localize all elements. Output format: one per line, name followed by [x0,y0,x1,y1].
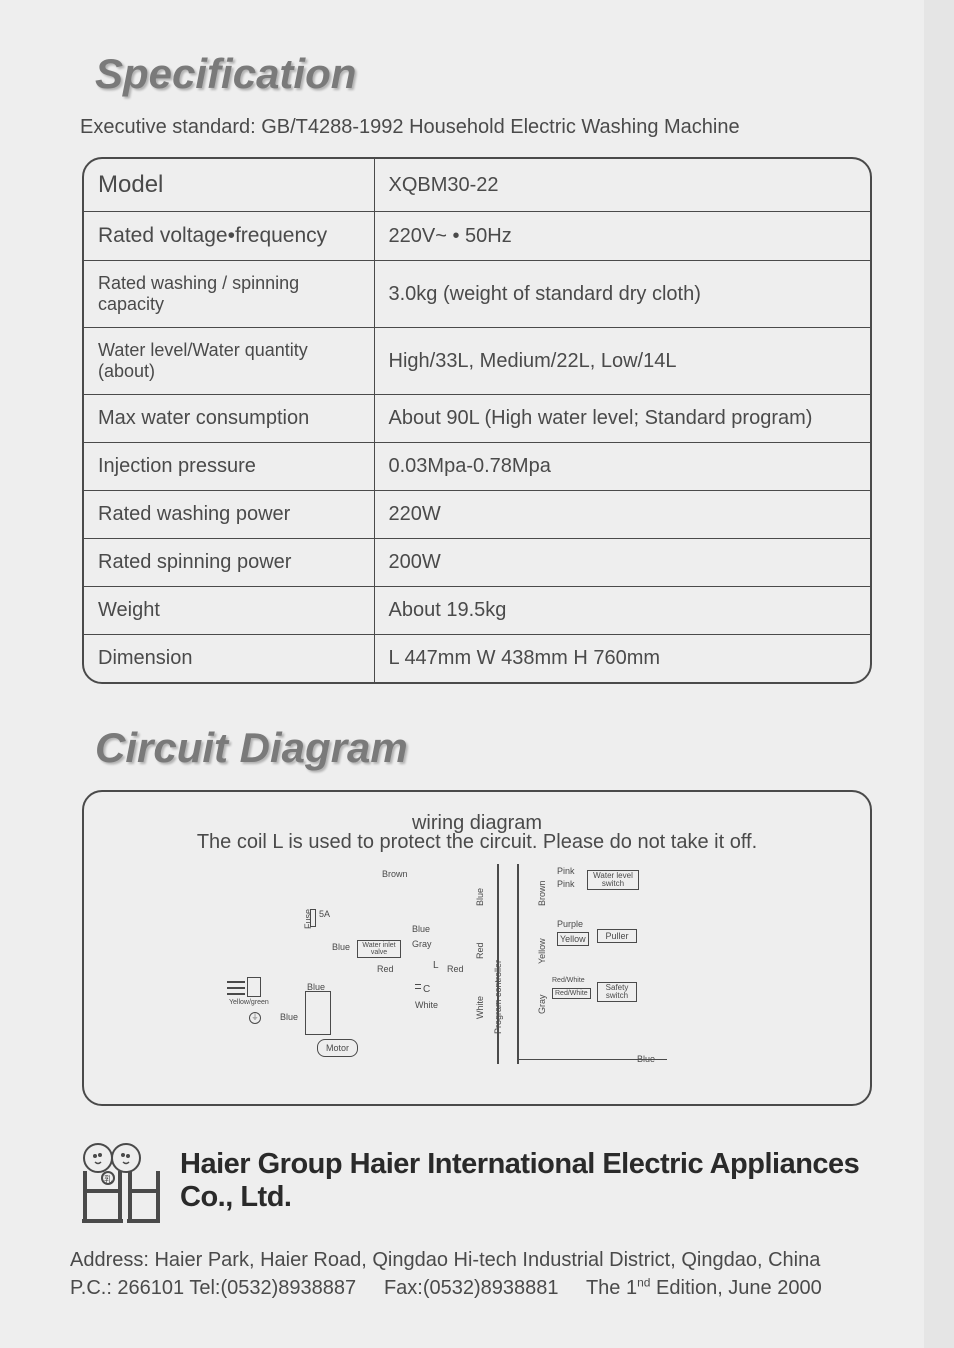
spec-label: Injection pressure [84,443,374,491]
haier-logo-icon: 乳 [70,1136,160,1226]
spec-value: 200W [374,539,870,587]
spec-label: Max water consumption [84,395,374,443]
spec-value: L 447mm W 438mm H 760mm [374,635,870,683]
spec-label: Model [84,159,374,212]
circuit-diagram-heading: Circuit Diagram [95,724,894,772]
specification-heading: Specification [95,50,894,98]
spec-value: 3.0kg (weight of standard dry cloth) [374,261,870,328]
spec-value: About 19.5kg [374,587,870,635]
spec-label: Rated washing power [84,491,374,539]
svg-text:乳: 乳 [104,1174,112,1184]
wiring-diagram: Program controller Brown Blue Brown Pink… [217,864,737,1084]
company-name: Haier Group Haier International Electric… [180,1148,894,1214]
spec-label: Weight [84,587,374,635]
spec-label: Rated voltage•frequency [84,212,374,261]
address-line-1: Address: Haier Park, Haier Road, Qingdao… [70,1246,894,1274]
specification-table: ModelXQBM30-22Rated voltage•frequency220… [82,157,872,684]
spec-label: Rated spinning power [84,539,374,587]
coil-note: The coil L is used to protect the circui… [104,831,850,854]
address-block: Address: Haier Park, Haier Road, Qingdao… [70,1246,894,1302]
executive-standard-text: Executive standard: GB/T4288-1992 Househ… [80,116,894,139]
spec-value: 220V~ • 50Hz [374,212,870,261]
spec-label: Water level/Water quantity (about) [84,328,374,395]
spec-label: Dimension [84,635,374,683]
spec-label: Rated washing / spinning capacity [84,261,374,328]
spec-value: About 90L (High water level; Standard pr… [374,395,870,443]
spec-value: 220W [374,491,870,539]
spec-value: High/33L, Medium/22L, Low/14L [374,328,870,395]
circuit-diagram-box: wiring diagram The coil L is used to pro… [82,790,872,1106]
address-line-2: P.C.: 266101 Tel:(0532)8938887 Fax:(0532… [70,1274,894,1302]
spec-value: XQBM30-22 [374,159,870,212]
spec-value: 0.03Mpa-0.78Mpa [374,443,870,491]
